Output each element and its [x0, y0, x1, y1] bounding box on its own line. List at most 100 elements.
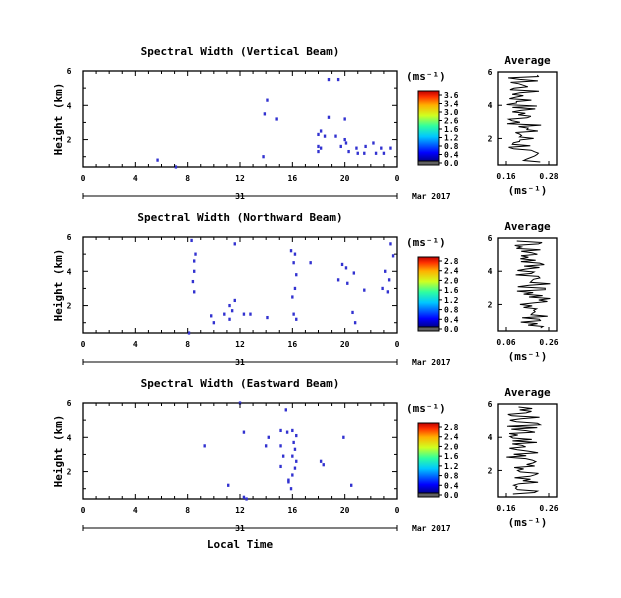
colorbar-tick-label: 2.4 [444, 433, 459, 442]
x-tick-label: 16 [288, 340, 298, 349]
date-label: Mar 2017 [412, 358, 451, 367]
data-cell [233, 242, 236, 246]
average-x-tick-label: 0.16 [496, 504, 515, 513]
data-cell [295, 273, 298, 277]
data-cell [174, 165, 178, 169]
date-label: Mar 2017 [412, 524, 451, 533]
data-cell [352, 271, 356, 275]
data-cell [372, 141, 375, 145]
colorbar-tick-label: 0.4 [444, 151, 459, 160]
data-cell [223, 312, 226, 316]
data-cell [380, 146, 383, 150]
colorbar-tick-label: 0.0 [444, 159, 459, 168]
data-cell [319, 146, 323, 150]
y-tick-label: 6 [67, 399, 72, 408]
data-cell [322, 463, 325, 467]
x-tick-label: 0 [395, 340, 400, 349]
average-x-tick-label: 0.26 [539, 338, 558, 347]
x-tick-label: 0 [81, 340, 86, 349]
data-cell [343, 137, 346, 142]
data-cell [356, 151, 359, 155]
data-cell [187, 331, 191, 335]
x-tick-label: 4 [133, 174, 138, 183]
colorbar-tick-label: 3.6 [444, 91, 459, 100]
data-cell [387, 278, 391, 282]
average-y-tick-label: 2 [488, 134, 493, 143]
colorbar-tick-label: 0.0 [444, 325, 459, 334]
data-cell [382, 151, 386, 155]
colorbar-tick-label: 1.6 [444, 452, 459, 461]
average-frame [497, 237, 558, 332]
data-cell [193, 290, 196, 294]
average-frame [497, 403, 558, 498]
data-cell [350, 483, 353, 487]
colorbar-tick-label: 2.0 [444, 442, 459, 451]
data-cell [292, 312, 295, 316]
data-cell [389, 242, 392, 246]
data-cell [291, 473, 294, 477]
y-tick-label: 6 [67, 233, 72, 242]
panel-2: Spectral Width (Northward Beam)0 4 8 12 16 20… [52, 211, 559, 367]
average-x-label: (ms⁻¹) [508, 184, 548, 197]
data-cell [293, 447, 297, 451]
data-cell [292, 440, 295, 445]
data-cell [389, 146, 392, 150]
data-cell [227, 483, 230, 487]
data-cell [191, 279, 195, 284]
data-cell [386, 290, 390, 294]
data-cell [266, 98, 269, 102]
data-cell [245, 497, 248, 501]
x-tick-label: 12 [235, 506, 245, 515]
x-tick-label: 12 [235, 340, 245, 349]
day-label: 31 [235, 524, 245, 533]
y-tick-label: 2 [67, 136, 72, 145]
data-cell [285, 430, 289, 434]
data-cell [289, 249, 293, 253]
average-x-tick-label: 0.06 [496, 338, 515, 347]
data-cell [384, 269, 387, 273]
data-cell [292, 261, 295, 265]
data-cell [242, 430, 246, 434]
average-x-tick-label: 0.16 [496, 172, 515, 181]
data-cell [319, 459, 323, 463]
colorbar [417, 422, 440, 494]
average-y-tick-label: 6 [488, 234, 493, 243]
data-cell [291, 428, 294, 433]
colorbar-tick-label: 0.8 [444, 472, 459, 481]
x-tick-label: 20 [340, 506, 350, 515]
data-cell [262, 155, 265, 159]
data-cell [317, 132, 320, 137]
data-cell [347, 149, 350, 154]
average-profile-line [506, 406, 543, 495]
colorbar-tick-label: 1.6 [444, 286, 459, 295]
data-cell [275, 117, 278, 121]
x-tick-label: 0 [395, 174, 400, 183]
data-cell [327, 77, 331, 82]
colorbar-tick-label: 1.2 [444, 462, 459, 471]
data-cell [293, 252, 297, 256]
data-cell [391, 254, 395, 258]
y-axis-label: Height (km) [52, 415, 65, 488]
data-cell [363, 151, 366, 155]
x-tick-label: 8 [185, 340, 190, 349]
colorbar-tick-label: 2.4 [444, 267, 459, 276]
data-cell [266, 315, 269, 320]
x-tick-label: 0 [395, 506, 400, 515]
colorbar-unit: (ms⁻¹) [406, 236, 446, 249]
colorbar-tick-label: 1.2 [444, 134, 459, 143]
data-cell [263, 112, 267, 116]
x-tick-label: 0 [81, 506, 86, 515]
data-cell [346, 281, 349, 285]
colorbar-tick-label: 3.0 [444, 108, 459, 117]
data-cell [289, 487, 293, 491]
data-cell [323, 134, 327, 138]
average-y-tick-label: 4 [488, 433, 493, 442]
data-cell [287, 480, 290, 484]
y-tick-label: 2 [67, 468, 72, 477]
data-cell [228, 317, 231, 321]
x-tick-label: 12 [235, 174, 245, 183]
data-cell [233, 298, 236, 303]
average-y-tick-label: 2 [488, 300, 493, 309]
data-cell [281, 454, 285, 458]
average-y-tick-label: 6 [488, 400, 493, 409]
